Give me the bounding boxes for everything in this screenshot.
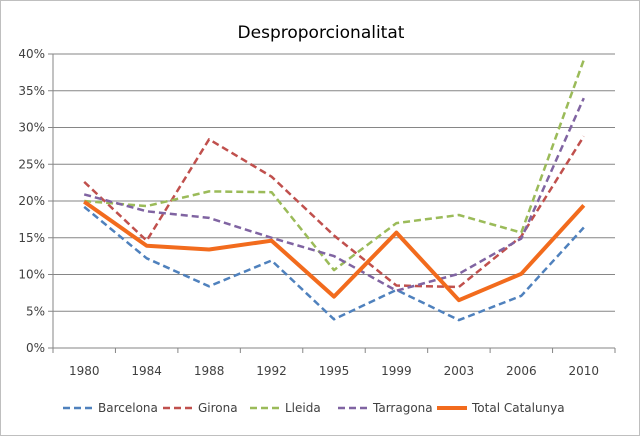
x-tick-label: 1984 [131, 364, 162, 378]
y-tick-label: 40% [18, 47, 45, 61]
series-line-barcelona [83, 205, 585, 322]
series-line-girona [83, 135, 585, 289]
y-tick-label: 30% [18, 121, 45, 135]
x-tick-label: 2003 [444, 364, 475, 378]
x-tick-label: 1980 [69, 364, 100, 378]
y-tick-label: 0% [26, 341, 45, 355]
x-tick-label: 1988 [194, 364, 225, 378]
x-tick-label: 2010 [569, 364, 600, 378]
x-tick-label: 1995 [319, 364, 350, 378]
chart-title: Desproporcionalitat [238, 23, 405, 43]
series-lines [83, 59, 586, 322]
y-tick-label: 5% [26, 304, 45, 318]
x-tick-label: 1999 [381, 364, 412, 378]
series-line-total-catalunya [83, 200, 586, 303]
y-tick-label: 35% [18, 84, 45, 98]
y-axis-ticks: 0% 5% 10% 15% 20% 25% 30% 35% 40% [18, 47, 53, 355]
y-tick-label: 15% [18, 231, 45, 245]
series-line-lleida [84, 59, 585, 272]
series-line-tarragona [83, 97, 585, 292]
legend-label: Girona [198, 401, 238, 415]
y-tick-label: 10% [18, 268, 45, 282]
legend-label: Lleida [285, 401, 321, 415]
legend: Barcelona Girona Lleida Tarragona Total Cata… [63, 401, 565, 415]
legend-label: Total Catalunya [471, 401, 565, 415]
y-tick-label: 20% [18, 194, 45, 208]
x-axis-ticks: 1980 1984 1988 1992 1995 1999 2003 2006 2010 [52, 348, 616, 378]
gridlines [53, 53, 615, 312]
x-tick-label: 2006 [506, 364, 537, 378]
y-tick-label: 25% [18, 157, 45, 171]
legend-label: Barcelona [98, 401, 158, 415]
x-tick-label: 1992 [256, 364, 287, 378]
legend-label: Tarragona [372, 401, 433, 415]
